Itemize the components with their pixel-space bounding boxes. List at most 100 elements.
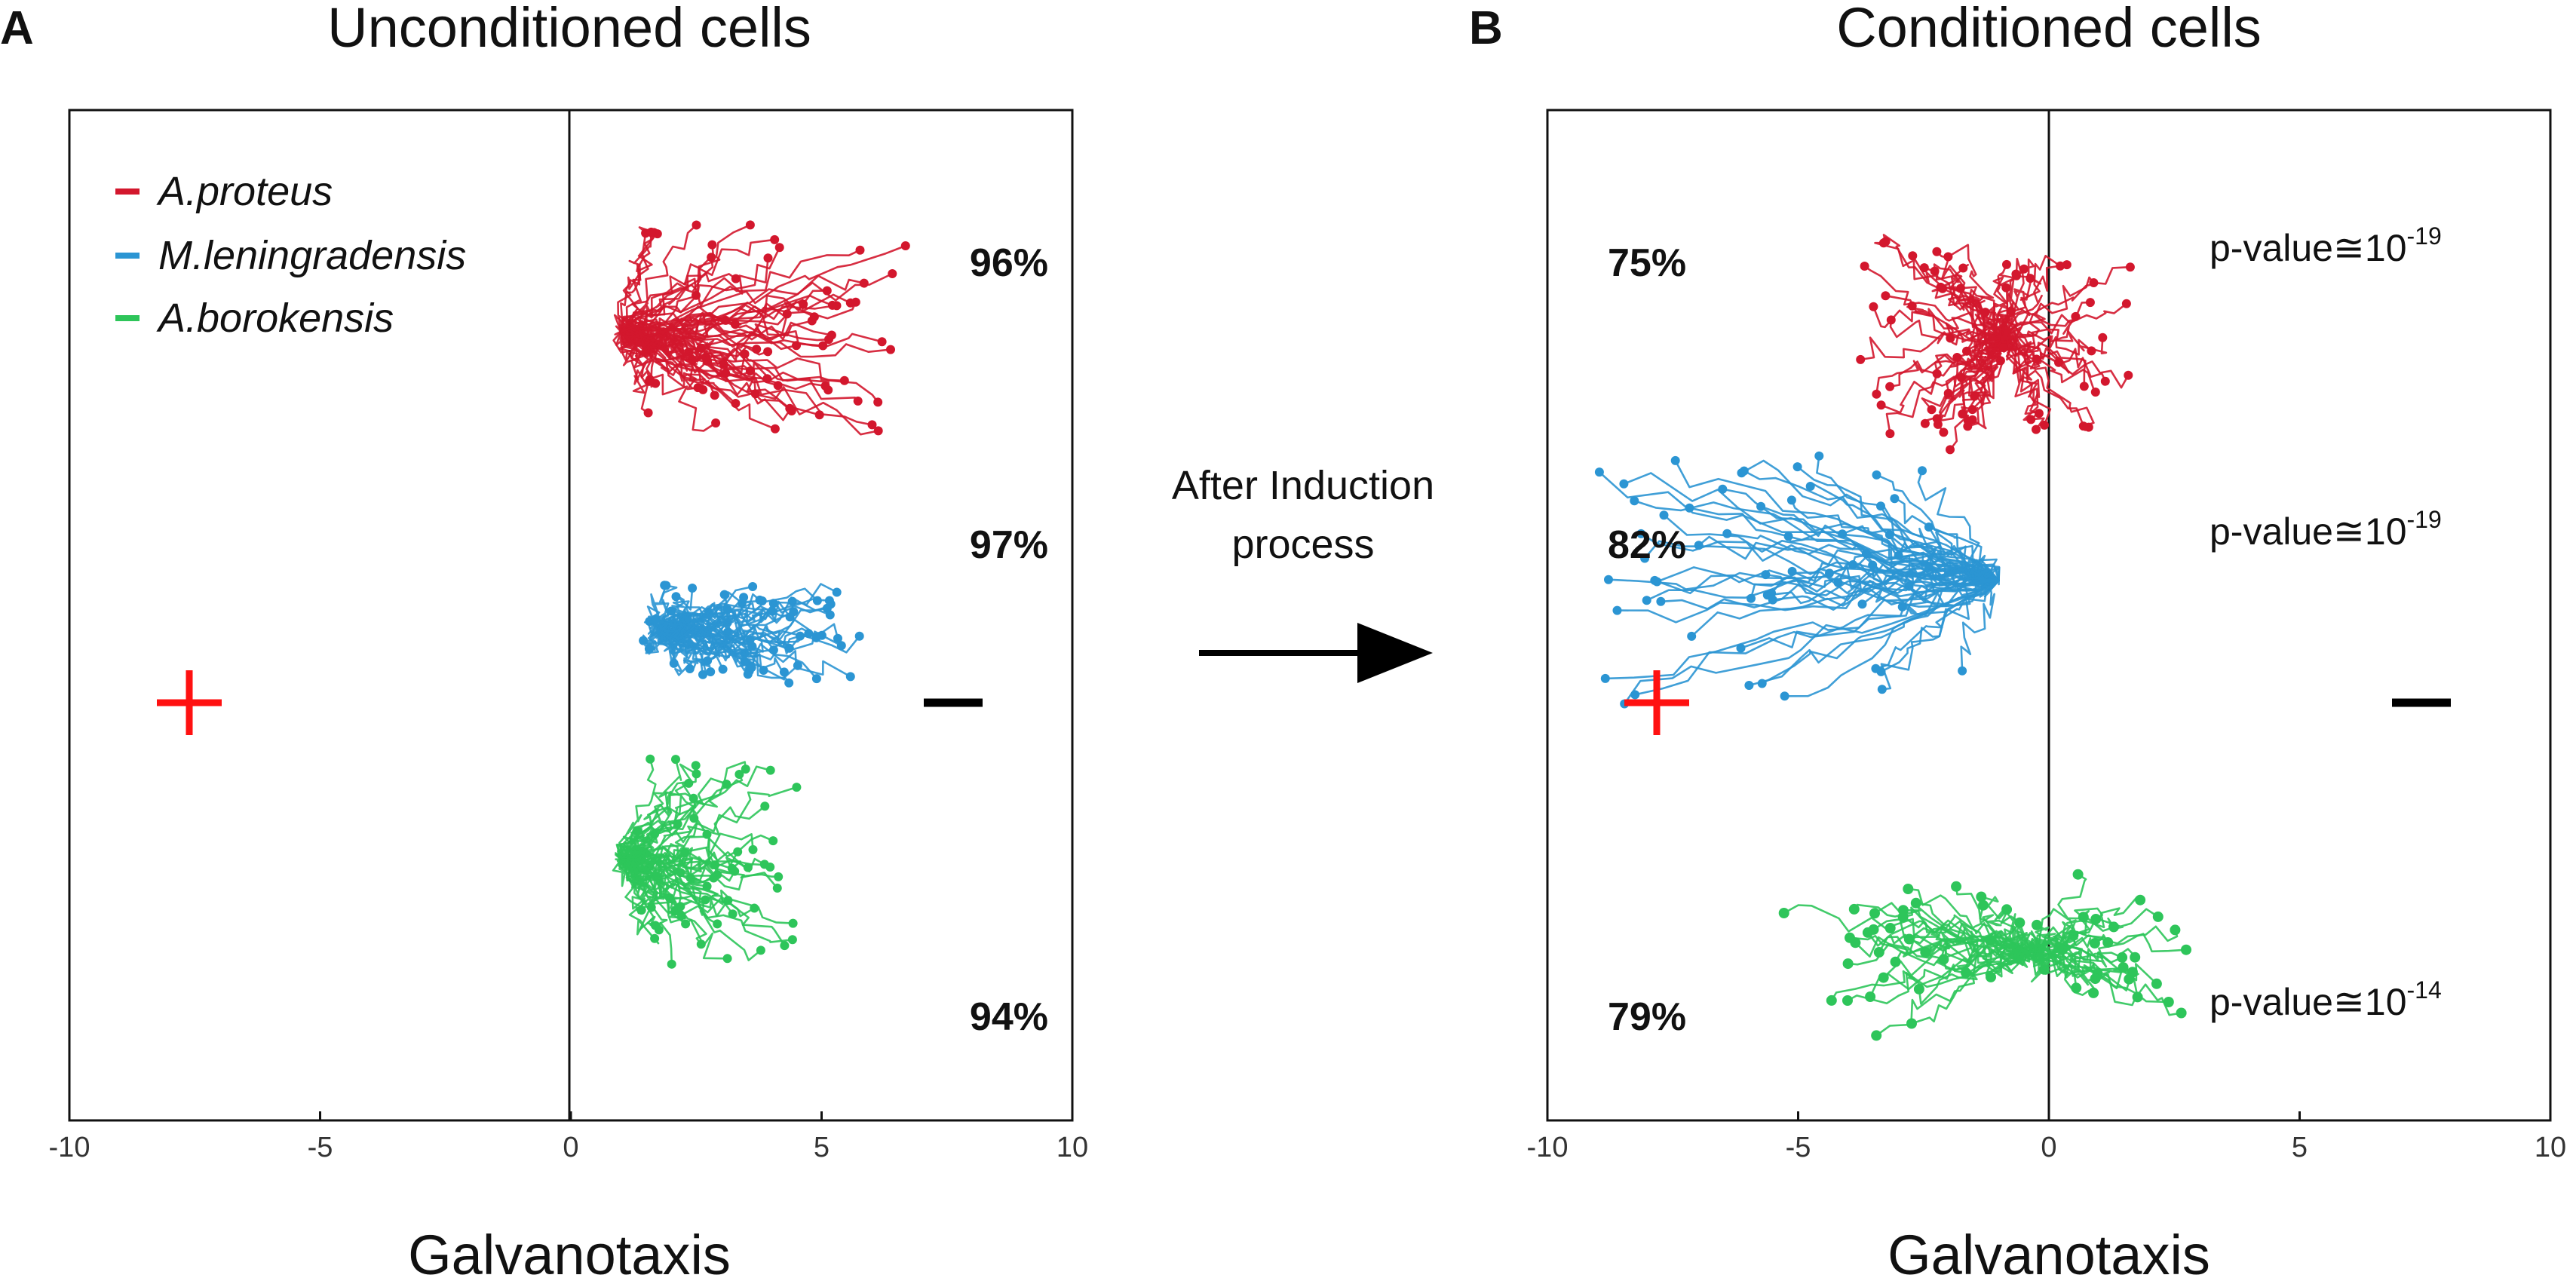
trajectory-endpoint bbox=[1946, 445, 1955, 455]
trajectory-endpoint bbox=[2078, 421, 2088, 431]
trajectory-endpoint bbox=[1642, 596, 1651, 605]
trajectory-line bbox=[620, 761, 747, 861]
trajectory-endpoint bbox=[722, 954, 732, 964]
trajectory-endpoint bbox=[1868, 924, 1879, 935]
trajectory-endpoint bbox=[651, 614, 661, 624]
trajectory-endpoint bbox=[1650, 575, 1660, 585]
trajectory-endpoint bbox=[2085, 298, 2095, 308]
x-tick-label: 0 bbox=[2041, 1132, 2056, 1163]
trajectory-line bbox=[2028, 908, 2160, 953]
trajectory-endpoint bbox=[756, 945, 765, 955]
trajectory-line bbox=[620, 853, 736, 884]
trajectory-endpoint bbox=[1920, 418, 1930, 428]
trajectory-endpoint bbox=[1927, 405, 1937, 415]
trajectories-borokensis bbox=[612, 754, 802, 969]
trajectory-line bbox=[620, 850, 750, 876]
trajectory-endpoint bbox=[731, 274, 741, 283]
x-tick-label: 10 bbox=[1056, 1132, 1088, 1163]
trajectory-endpoint bbox=[1877, 685, 1887, 694]
trajectory-endpoint bbox=[1939, 428, 1949, 437]
trajectory-line bbox=[2026, 946, 2078, 989]
trajectory-endpoint bbox=[671, 592, 681, 602]
trajectory-line bbox=[620, 224, 752, 333]
trajectory-line bbox=[620, 858, 762, 961]
trajectory-endpoint bbox=[2056, 261, 2065, 271]
trajectory-endpoint bbox=[1908, 251, 1918, 261]
trajectory-endpoint bbox=[1903, 884, 1914, 894]
trajectory-endpoint bbox=[1856, 354, 1866, 364]
trajectory-endpoint bbox=[1736, 643, 1746, 653]
trajectory-endpoint bbox=[1636, 529, 1646, 538]
trajectory-line bbox=[2002, 336, 2130, 389]
trajectory-endpoint bbox=[1619, 479, 1629, 489]
trajectory-endpoint bbox=[667, 959, 676, 969]
induction-arrow: After Induction process bbox=[1172, 463, 1434, 683]
trajectory-endpoint bbox=[2125, 262, 2135, 272]
trajectory-line bbox=[620, 326, 873, 426]
trajectory-endpoint bbox=[770, 424, 780, 434]
panel-letter-b: B bbox=[1469, 2, 1503, 54]
trajectory-endpoint bbox=[1871, 1030, 1882, 1041]
trajectory-endpoint bbox=[820, 381, 830, 391]
trajectory-endpoint bbox=[743, 863, 753, 872]
trajectory-line bbox=[620, 305, 838, 338]
trajectory-line bbox=[2002, 302, 2128, 339]
trajectory-endpoint bbox=[2087, 346, 2096, 356]
panel-b-pvalue-proteus: p-value≅10-19 bbox=[2210, 222, 2442, 269]
trajectory-endpoint bbox=[1930, 266, 1940, 276]
trajectory-endpoint bbox=[747, 663, 756, 673]
trajectory-endpoint bbox=[832, 301, 842, 311]
trajectory-line bbox=[652, 624, 693, 676]
trajectory-endpoint bbox=[2130, 952, 2141, 963]
trajectory-endpoint bbox=[1873, 947, 1884, 958]
trajectory-line bbox=[1740, 579, 2000, 649]
trajectory-endpoint bbox=[825, 610, 835, 620]
trajectory-endpoint bbox=[765, 765, 775, 775]
trajectory-endpoint bbox=[1919, 263, 1929, 273]
trajectory-endpoint bbox=[2079, 382, 2089, 391]
trajectory-endpoint bbox=[867, 420, 877, 430]
trajectory-endpoint bbox=[2034, 409, 2044, 418]
trajectory-endpoint bbox=[787, 935, 797, 945]
trajectory-line bbox=[1918, 950, 2031, 1005]
trajectory-endpoint bbox=[1744, 681, 1754, 690]
trajectory-endpoint bbox=[739, 593, 749, 602]
trajectory-endpoint bbox=[1890, 494, 1900, 504]
trajectory-line bbox=[2002, 265, 2132, 339]
trajectory-line bbox=[618, 858, 668, 927]
trajectory-endpoint bbox=[2098, 333, 2108, 342]
trajectory-endpoint bbox=[1722, 529, 1732, 538]
trajectory-endpoint bbox=[839, 375, 849, 385]
trajectory-endpoint bbox=[692, 220, 701, 230]
trajectory-endpoint bbox=[681, 919, 691, 929]
trajectory-endpoint bbox=[1872, 389, 1881, 399]
trajectory-endpoint bbox=[1718, 484, 1728, 494]
trajectory-endpoint bbox=[1881, 237, 1891, 247]
trajectory-endpoint bbox=[2001, 283, 2011, 293]
trajectory-endpoint bbox=[760, 801, 770, 811]
trajectory-endpoint bbox=[873, 426, 883, 436]
trajectory-endpoint bbox=[2176, 1007, 2187, 1019]
trajectory-endpoint bbox=[748, 582, 758, 591]
x-tick-label: 5 bbox=[814, 1132, 830, 1163]
trajectory-endpoint bbox=[2026, 274, 2035, 283]
panel-a-plus-sign bbox=[157, 670, 222, 735]
trajectory-endpoint bbox=[1600, 673, 1610, 683]
trajectory-endpoint bbox=[1814, 451, 1824, 461]
trajectory-endpoint bbox=[1842, 995, 1853, 1006]
trajectory-line bbox=[1960, 578, 2000, 672]
trajectory-endpoint bbox=[1838, 529, 1848, 539]
trajectory-endpoint bbox=[703, 656, 713, 666]
trajectories-leningradensis bbox=[639, 581, 864, 688]
panel-a-percent-leningradensis: 97% bbox=[970, 523, 1048, 567]
x-tick-label: 5 bbox=[2292, 1132, 2308, 1163]
trajectory-endpoint bbox=[2181, 944, 2191, 955]
panel-a-title: Unconditioned cells bbox=[327, 0, 811, 59]
trajectory-endpoint bbox=[1656, 596, 1666, 606]
trajectory-endpoint bbox=[873, 397, 883, 407]
trajectory-line bbox=[1880, 579, 2000, 673]
trajectory-line bbox=[1889, 319, 2005, 347]
trajectory-endpoint bbox=[845, 672, 855, 682]
trajectory-endpoint bbox=[1952, 353, 1962, 362]
trajectory-endpoint bbox=[1906, 1018, 1917, 1029]
